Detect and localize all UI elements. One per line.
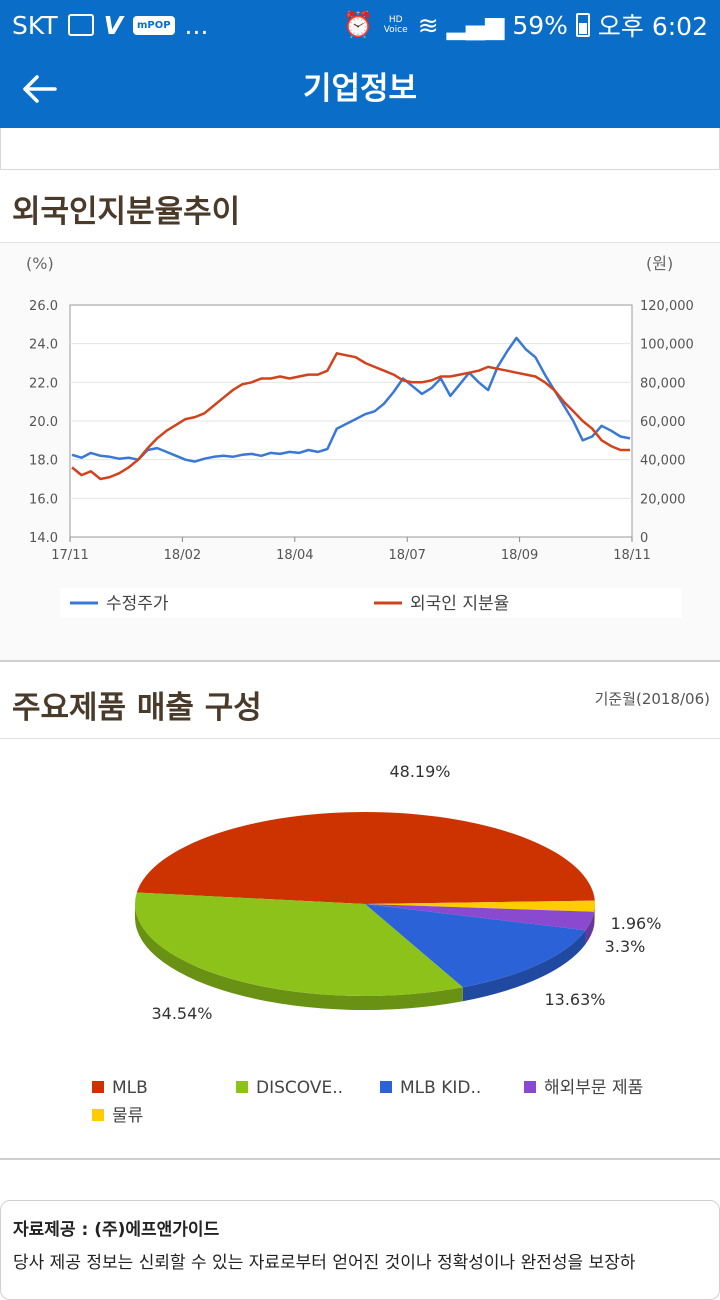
right-tick-label: 100,000 bbox=[640, 338, 694, 353]
series-line-foreign-ratio bbox=[71, 352, 630, 481]
legend-swatch bbox=[380, 1081, 392, 1093]
legend-label: 수정주가 bbox=[106, 594, 169, 614]
right-tick-label: 60,000 bbox=[640, 415, 686, 430]
left-tick-label: 22.0 bbox=[29, 376, 58, 391]
x-tick-label: 18/11 bbox=[613, 548, 650, 563]
left-tick-label: 18.0 bbox=[29, 454, 58, 469]
left-tick-label: 20.0 bbox=[29, 415, 58, 430]
pie-slice-mlb-kids bbox=[365, 904, 586, 988]
right-tick-label: 80,000 bbox=[640, 376, 686, 391]
v-app-icon: V bbox=[103, 10, 123, 40]
left-axis-unit: (%) bbox=[26, 254, 54, 273]
legend-label: MLB KID.. bbox=[400, 1078, 481, 1098]
left-tick-label: 16.0 bbox=[29, 492, 58, 507]
pie-side-wall bbox=[585, 911, 595, 945]
app-bar: 기업정보 bbox=[0, 50, 720, 128]
pie-value-label: 13.63% bbox=[544, 990, 605, 1009]
carrier-label: SKT bbox=[12, 10, 58, 40]
legend-background bbox=[60, 588, 682, 618]
right-axis-unit: (원) bbox=[646, 254, 673, 273]
legend-label: MLB bbox=[112, 1078, 148, 1098]
pie-chart-svg: 48.19%34.54%13.63%3.3%1.96%MLB DISCOVE.. M… bbox=[92, 762, 662, 1126]
foreign-ownership-chart: (%) (원) 26.0 24.0 22.0 20.0 18.0 16.0 14.0 120,00… bbox=[0, 242, 720, 662]
section-title-product-sales: 주요제품 매출 구성 bbox=[12, 690, 262, 726]
legend-swatch bbox=[524, 1081, 536, 1093]
back-button[interactable] bbox=[14, 64, 64, 114]
legend-label: DISCOVE.. bbox=[256, 1078, 343, 1098]
notice-title: 자료제공 : (주)에프앤가이드 bbox=[13, 1220, 220, 1240]
pie-value-label: 1.96% bbox=[611, 914, 662, 933]
battery-icon bbox=[575, 13, 590, 37]
more-notifications: ... bbox=[184, 10, 209, 40]
x-tick-label: 18/02 bbox=[164, 548, 201, 563]
right-tick-label: 40,000 bbox=[640, 454, 686, 469]
legend-label: 해외부문 제품 bbox=[544, 1078, 643, 1098]
section-title-foreign-ownership: 외국인지분율추이 bbox=[12, 194, 241, 230]
pie-value-label: 34.54% bbox=[151, 1004, 212, 1023]
legend-label: 물류 bbox=[112, 1106, 143, 1126]
right-tick-label: 120,000 bbox=[640, 299, 694, 314]
clock: 오후 6:02 bbox=[597, 12, 708, 41]
x-tick-label: 17/11 bbox=[51, 548, 88, 563]
right-tick-label: 20,000 bbox=[640, 492, 686, 507]
legend-swatch bbox=[92, 1109, 104, 1121]
legend-swatch bbox=[236, 1081, 248, 1093]
page-title: 기업정보 bbox=[302, 71, 418, 107]
signal-icon: ▂▄▆ bbox=[446, 10, 505, 40]
x-tick-label: 18/04 bbox=[276, 548, 313, 563]
legend-swatch bbox=[92, 1081, 104, 1093]
pop-icon: mPOP bbox=[132, 15, 175, 35]
arrow-left-icon bbox=[23, 75, 57, 103]
gallery-icon bbox=[67, 14, 94, 36]
battery-percent: 59% bbox=[512, 10, 568, 40]
status-bar: SKT V mPOP ... ⏰ HD Voice ≋ ▂▄▆ 59% 오후 6… bbox=[0, 0, 720, 50]
line-chart-svg: (%) (원) 26.0 24.0 22.0 20.0 18.0 16.0 14.0 120,00… bbox=[26, 254, 694, 618]
series-line-stock-price bbox=[71, 336, 631, 463]
pie-slice-overseas bbox=[365, 904, 595, 931]
base-month-label: 기준월(2018/06) bbox=[594, 690, 710, 708]
pie-side-wall bbox=[135, 904, 463, 1010]
left-tick-label: 24.0 bbox=[29, 338, 58, 353]
pie-side-wall bbox=[594, 904, 595, 926]
x-tick-label: 18/07 bbox=[388, 548, 425, 563]
pie-value-label: 3.3% bbox=[605, 937, 646, 956]
alarm-icon: ⏰ bbox=[342, 10, 374, 39]
right-tick-label: 0 bbox=[640, 531, 648, 546]
product-sales-chart: 48.19% 34.54% 13.63% 3.3% 1.96% MLB DISCOVE.. M… bbox=[0, 738, 720, 1160]
chart-legend: 수정주가 외국인 지분율 bbox=[60, 588, 682, 618]
hd-voice-icon: HD Voice bbox=[383, 15, 408, 35]
legend-label: 외국인 지분율 bbox=[410, 594, 509, 614]
left-tick-label: 14.0 bbox=[29, 531, 58, 546]
pie-value-label: 48.19% bbox=[389, 762, 450, 781]
pie-slice-mlb bbox=[136, 812, 595, 904]
top-strip bbox=[0, 128, 720, 170]
pie-side-wall bbox=[462, 930, 586, 1002]
notice-body: 당사 제공 정보는 신뢰할 수 있는 자료로부터 얻어진 것이나 정확성이나 완… bbox=[13, 1253, 636, 1273]
wifi-icon: ≋ bbox=[417, 10, 439, 40]
pie-slice-logistics bbox=[365, 900, 595, 912]
x-tick-label: 18/09 bbox=[501, 548, 538, 563]
pie-slice-discovery bbox=[134, 892, 463, 996]
data-source-notice: 자료제공 : (주)에프앤가이드 당사 제공 정보는 신뢰할 수 있는 자료로부… bbox=[0, 1200, 720, 1300]
left-tick-label: 26.0 bbox=[29, 299, 58, 314]
